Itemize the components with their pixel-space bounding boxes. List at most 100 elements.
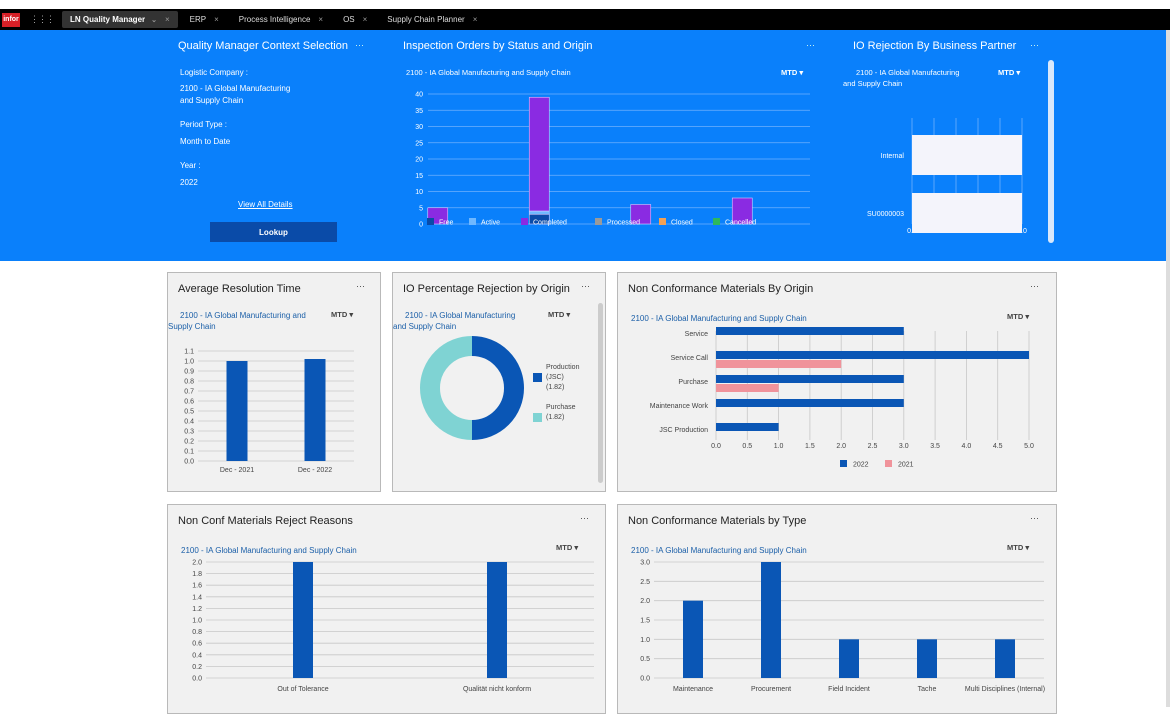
x-tick-label: Multi Disciplines (Internal) <box>965 686 1045 693</box>
card-title: IO Percentage Rejection by Origin <box>403 283 570 295</box>
y-tick-label: 5 <box>419 205 423 212</box>
y-tick-label: 20 <box>415 157 423 164</box>
x-tick-label: 0.5 <box>742 443 752 450</box>
card-subtitle: 2100 - IA Global Manufacturing and Suppl… <box>181 546 357 555</box>
bar-segment <box>528 210 550 215</box>
ncm-origin-chart: 0.0 0.5 1.0 1.5 2.0 2.5 3.0 3.5 4.0 4.5 5.0 Service… <box>650 327 1034 469</box>
lookup-button[interactable]: Lookup <box>210 222 337 242</box>
more-options-icon[interactable]: ··· <box>806 40 815 50</box>
bar <box>839 639 859 678</box>
tab-os[interactable]: OS × <box>335 11 375 28</box>
company-value-line1: 2100 - IA Global Manufacturing <box>180 84 291 93</box>
y-tick-label: 0.8 <box>184 379 194 386</box>
tab-label: Supply Chain Planner <box>387 15 465 24</box>
inspection-legend: Free Active Completed Processed Closed Cancel… <box>427 218 756 227</box>
tab-supply-chain-planner[interactable]: Supply Chain Planner × <box>379 11 485 28</box>
bar <box>995 639 1015 678</box>
card-subtitle-line1: 2100 - IA Global Manufacturing and <box>180 311 306 320</box>
mtd-dropdown[interactable]: MTD ▾ <box>998 68 1021 77</box>
more-options-icon[interactable]: ··· <box>1030 281 1039 291</box>
y-tick-label: 0.5 <box>184 409 194 416</box>
page-scrollbar[interactable] <box>1166 30 1170 707</box>
more-options-icon[interactable]: ··· <box>1030 40 1039 50</box>
company-value-line2: and Supply Chain <box>180 96 244 105</box>
y-tick-label: 0.0 <box>184 459 194 466</box>
x-tick-label: 3.0 <box>899 443 909 450</box>
tab-label: Process Intelligence <box>238 15 311 24</box>
x-tick-label: 1.0 <box>1017 228 1027 235</box>
more-options-icon[interactable]: ··· <box>355 40 364 50</box>
y-tick-label: Service <box>685 331 708 338</box>
close-icon[interactable]: × <box>214 15 219 24</box>
card-subtitle-line1: 2100 - IA Global Manufacturing <box>405 311 516 320</box>
y-tick-label: 2.0 <box>192 560 202 567</box>
bar <box>917 639 937 678</box>
y-tick-label: 0.8 <box>192 629 202 636</box>
context-title: Quality Manager Context Selection <box>178 40 348 52</box>
mtd-dropdown[interactable]: MTD ▾ <box>548 310 571 319</box>
close-icon[interactable]: × <box>165 15 170 24</box>
y-tick-label: 0.9 <box>184 369 194 376</box>
legend-swatch <box>533 373 542 382</box>
y-tick-label: 1.5 <box>640 618 650 625</box>
top-border <box>0 0 1170 9</box>
y-tick-label: 1.0 <box>640 637 650 644</box>
y-tick-label: Internal <box>881 153 905 160</box>
ncm-type-chart: 0.0 0.5 1.0 1.5 2.0 2.5 3.0 Maintenance Procurem… <box>640 560 1045 694</box>
mtd-dropdown[interactable]: MTD ▾ <box>331 310 354 319</box>
y-tick-label: 0.2 <box>184 439 194 446</box>
close-icon[interactable]: × <box>362 15 368 24</box>
ncm-origin-card: Non Conformance Materials By Origin ··· … <box>617 272 1057 492</box>
card-title: Average Resolution Time <box>178 283 301 295</box>
bar <box>716 399 904 407</box>
legend-label: Processed <box>607 220 640 227</box>
mtd-dropdown[interactable]: MTD ▾ <box>556 543 579 552</box>
legend-swatch <box>595 218 602 225</box>
rejection-bp-chart: 0.00.20.40.60.81.0InternalSU0000003 <box>867 118 1027 235</box>
legend-swatch <box>885 460 892 467</box>
scrollbar[interactable] <box>598 303 603 483</box>
more-options-icon[interactable]: ··· <box>1030 513 1039 523</box>
app-grid-icon[interactable]: ⋮⋮⋮ <box>30 14 55 24</box>
legend-label: Completed <box>533 220 567 227</box>
tab-label: ERP <box>189 15 207 24</box>
more-options-icon[interactable]: ··· <box>581 281 590 291</box>
x-tick-label: 2.5 <box>868 443 878 450</box>
tab-process-intelligence[interactable]: Process Intelligence × <box>231 11 331 28</box>
more-options-icon[interactable]: ··· <box>356 281 365 291</box>
bar-segment <box>731 197 753 225</box>
legend-label: 2021 <box>898 462 914 469</box>
y-tick-label: 1.1 <box>184 349 194 356</box>
mtd-dropdown[interactable]: MTD ▾ <box>1007 543 1030 552</box>
x-tick-label: Dec - 2021 <box>220 467 254 474</box>
mtd-dropdown[interactable]: MTD ▾ <box>781 68 804 77</box>
y-tick-label: 2.5 <box>640 579 650 586</box>
y-tick-label: 0.2 <box>192 664 202 671</box>
y-tick-label: 0.1 <box>184 449 194 456</box>
bar <box>761 562 781 678</box>
chevron-down-icon[interactable]: ⌄ <box>151 16 157 24</box>
infor-logo: infor <box>2 12 20 27</box>
card-subtitle: 2100 - IA Global Manufacturing and Suppl… <box>631 546 807 555</box>
card-subtitle-line2: and Supply Chain <box>393 322 457 331</box>
mtd-dropdown[interactable]: MTD ▾ <box>1007 312 1030 321</box>
inspection-chart: 0510152025303540Production (JSC)Purchase… <box>415 92 810 229</box>
scrollbar[interactable] <box>1048 60 1054 243</box>
more-options-icon[interactable]: ··· <box>580 513 589 523</box>
donut-slice <box>420 336 473 440</box>
tab-ln-quality-manager[interactable]: LN Quality Manager ⌄ × <box>62 11 178 28</box>
y-tick-label: SU0000003 <box>867 211 904 218</box>
avg-resolution-card: Average Resolution Time ··· 2100 - IA Gl… <box>167 272 381 492</box>
tab-erp[interactable]: ERP × <box>182 11 227 28</box>
tab-label: OS <box>343 15 355 24</box>
close-icon[interactable]: × <box>318 15 324 24</box>
x-tick-label: 4.5 <box>993 443 1003 450</box>
y-tick-label: 25 <box>415 140 423 147</box>
view-all-details-link[interactable]: View All Details <box>238 200 293 209</box>
tab-label: LN Quality Manager <box>70 15 146 24</box>
x-tick-label: 1.5 <box>805 443 815 450</box>
close-icon[interactable]: × <box>472 15 478 24</box>
x-tick-label: 3.5 <box>930 443 940 450</box>
legend-swatch <box>533 413 542 422</box>
bar-segment <box>630 204 652 225</box>
